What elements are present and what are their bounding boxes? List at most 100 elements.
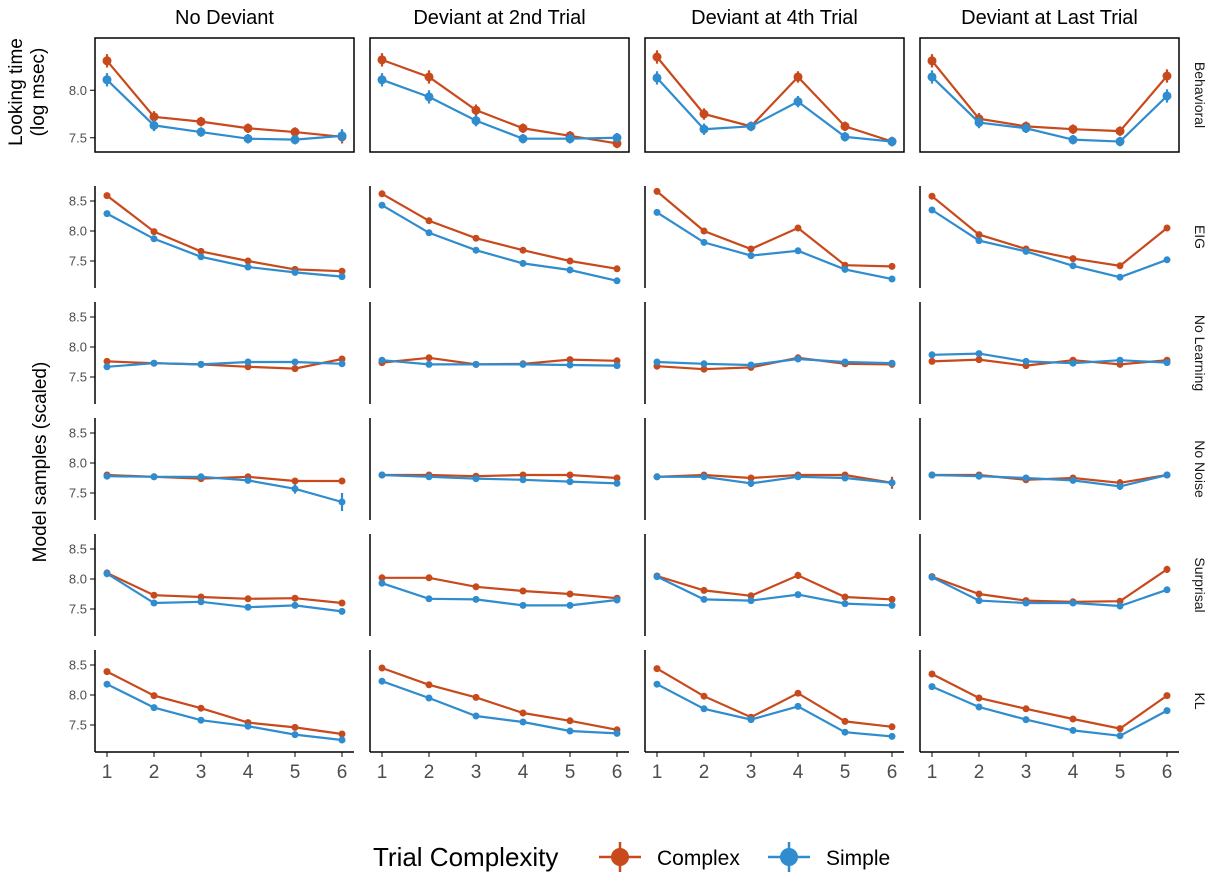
data-point — [338, 599, 346, 607]
series-simple — [928, 573, 1171, 610]
data-point — [244, 257, 252, 265]
data-point — [888, 601, 896, 609]
data-point — [150, 599, 158, 607]
data-point — [472, 712, 480, 720]
series-simple — [377, 73, 622, 144]
data-point — [975, 597, 983, 605]
x-tick-label: 3 — [746, 762, 757, 783]
data-point — [425, 229, 433, 237]
row-title-surprisal: Surprisal — [1192, 557, 1208, 612]
data-point — [613, 265, 621, 273]
data-point — [565, 134, 575, 144]
y-tick-label: 7.5 — [69, 602, 87, 617]
data-point — [613, 596, 621, 604]
data-point — [1022, 599, 1030, 607]
data-point — [888, 732, 896, 740]
series-line-simple — [381, 473, 618, 485]
panel-kl-no-deviant: 7.5 8.0 8.5 1 2 3 4 5 6 — [69, 650, 354, 783]
data-point — [794, 473, 802, 481]
x-tick-label: 4 — [1068, 762, 1079, 783]
data-point — [1069, 476, 1077, 484]
data-point — [975, 350, 983, 358]
data-point — [699, 109, 709, 119]
data-point — [291, 601, 299, 609]
series-complex — [928, 565, 1171, 606]
series-line-simple — [381, 680, 618, 735]
data-point — [338, 607, 346, 615]
data-point — [197, 716, 205, 724]
series-simple — [653, 573, 896, 609]
series-simple — [653, 473, 896, 487]
data-point — [700, 360, 708, 368]
data-point — [103, 192, 111, 200]
data-point — [196, 117, 206, 127]
data-point — [794, 355, 802, 363]
data-point — [150, 692, 158, 700]
series-simple — [103, 570, 346, 615]
y-tick-label: 7.5 — [69, 718, 87, 733]
data-point — [103, 680, 111, 688]
data-point — [653, 573, 661, 581]
data-point — [518, 123, 528, 133]
data-point — [841, 600, 849, 608]
panel-behavioral-no-deviant: 7.5 8.0 — [69, 37, 355, 153]
y-tick-label: 8.0 — [69, 83, 87, 98]
data-point — [338, 267, 346, 275]
y-tick-label: 8.0 — [69, 340, 87, 355]
x-tick-label: 2 — [699, 762, 710, 783]
data-point — [974, 118, 984, 128]
data-point — [103, 570, 111, 578]
series-complex — [927, 54, 1172, 136]
data-point — [1116, 482, 1124, 490]
y-tick-label: 8.0 — [69, 688, 87, 703]
data-point — [377, 55, 387, 65]
data-point — [197, 704, 205, 712]
series-line-complex — [381, 58, 618, 145]
panel-eig-deviant-at-2nd-trial — [369, 186, 621, 288]
data-point — [794, 247, 802, 255]
data-point — [613, 357, 621, 365]
x-tick-label: 6 — [887, 762, 898, 783]
data-point — [337, 131, 347, 141]
x-tick-label: 6 — [612, 762, 623, 783]
series-complex — [377, 53, 622, 149]
data-point — [519, 360, 527, 368]
series-complex — [378, 574, 621, 602]
series-line-complex — [931, 673, 1168, 730]
series-line-complex — [382, 576, 618, 600]
series-simple — [652, 71, 897, 147]
data-point — [150, 591, 158, 599]
data-point — [975, 237, 983, 245]
data-point — [793, 72, 803, 82]
panel-surprisal-deviant-at-4th-trial — [644, 534, 896, 636]
series-line-simple — [106, 79, 343, 141]
data-point — [841, 474, 849, 482]
series-complex — [102, 54, 347, 144]
data-point — [472, 246, 480, 254]
data-point — [566, 717, 574, 725]
data-point — [652, 52, 662, 62]
data-point — [653, 187, 661, 195]
series-simple — [103, 210, 346, 281]
series-simple — [378, 677, 621, 737]
data-point — [566, 590, 574, 598]
data-point — [519, 718, 527, 726]
series-line-complex — [931, 568, 1168, 603]
data-point — [244, 603, 252, 611]
panel-kl-deviant-at-4th-trial: 1 2 3 4 5 6 — [644, 650, 904, 783]
data-point — [519, 259, 527, 267]
data-point — [338, 273, 346, 281]
series-simple — [378, 579, 621, 609]
column-title-deviant-at-4th-trial: Deviant at 4th Trial — [691, 7, 858, 29]
data-point — [747, 597, 755, 605]
data-point — [378, 471, 386, 479]
series-simple — [102, 73, 347, 145]
series-line-complex — [656, 56, 893, 143]
data-point — [841, 717, 849, 725]
data-point — [1116, 356, 1124, 364]
data-point — [519, 471, 527, 479]
data-point — [841, 358, 849, 366]
x-tick-label: 5 — [840, 762, 851, 783]
x-tick-label: 4 — [793, 762, 804, 783]
data-point — [888, 359, 896, 367]
